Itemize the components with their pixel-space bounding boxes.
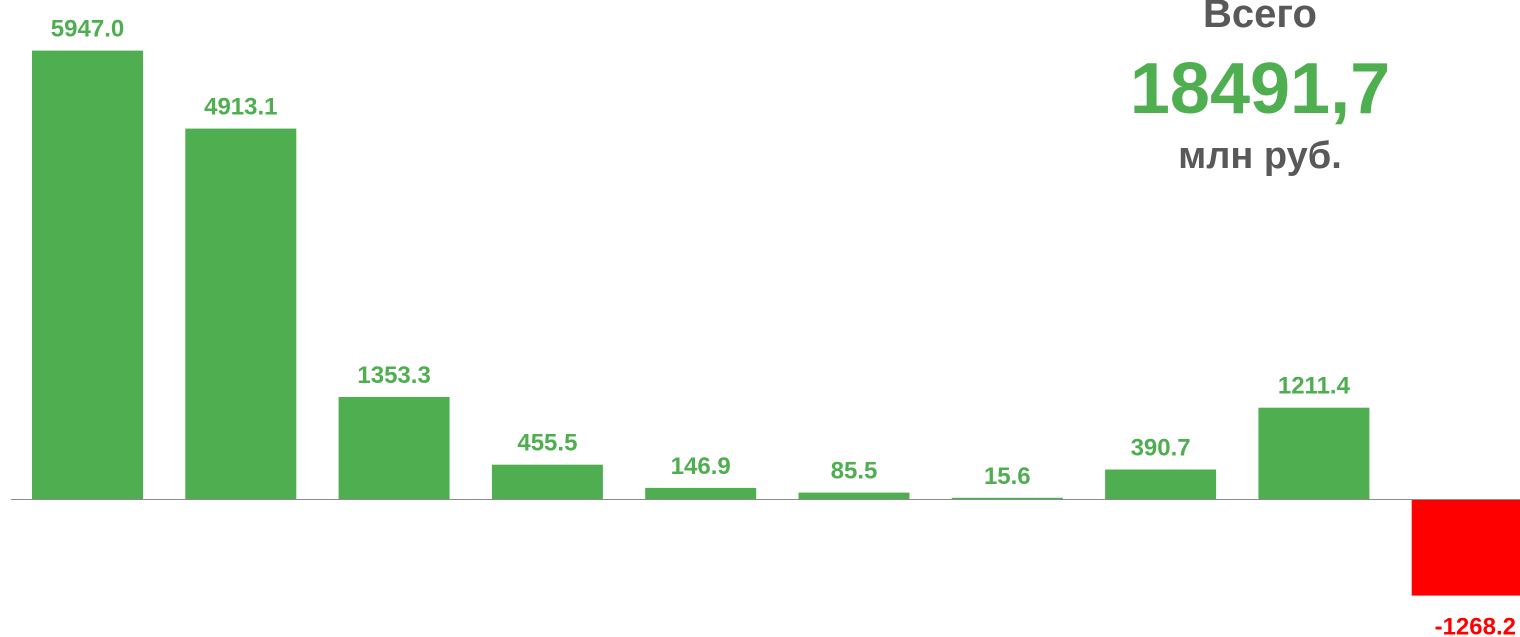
bar-8 bbox=[1105, 469, 1217, 499]
bar-10 bbox=[1411, 500, 1520, 596]
bar-label-6: 85.5 bbox=[831, 458, 878, 485]
total-heading: Всего bbox=[1203, 0, 1317, 36]
bar-label-10: -1268.2 bbox=[1435, 614, 1516, 637]
bar-label-8: 390.7 bbox=[1131, 435, 1191, 462]
bar-label-1: 5947.0 bbox=[51, 16, 124, 43]
total-value: 18491,7 bbox=[1129, 49, 1391, 129]
bar-label-4: 455.5 bbox=[517, 430, 577, 457]
bar-7 bbox=[951, 497, 1063, 500]
bar-2 bbox=[185, 128, 297, 499]
bar-label-9: 1211.4 bbox=[1278, 373, 1351, 400]
bar-label-3: 1353.3 bbox=[357, 362, 430, 389]
bar-3 bbox=[338, 397, 450, 499]
bar-1 bbox=[32, 50, 143, 499]
bar-9 bbox=[1258, 407, 1370, 499]
bar-label-7: 15.6 bbox=[984, 463, 1031, 490]
bar-label-2: 4913.1 bbox=[204, 94, 277, 121]
bar-4 bbox=[491, 464, 603, 499]
bar-6 bbox=[798, 492, 910, 499]
bar-5 bbox=[645, 487, 757, 499]
bar-label-5: 146.9 bbox=[671, 453, 731, 480]
total-summary: Всего 18491,7 млн руб. bbox=[1060, 0, 1460, 180]
total-unit: млн руб. bbox=[1178, 135, 1342, 177]
